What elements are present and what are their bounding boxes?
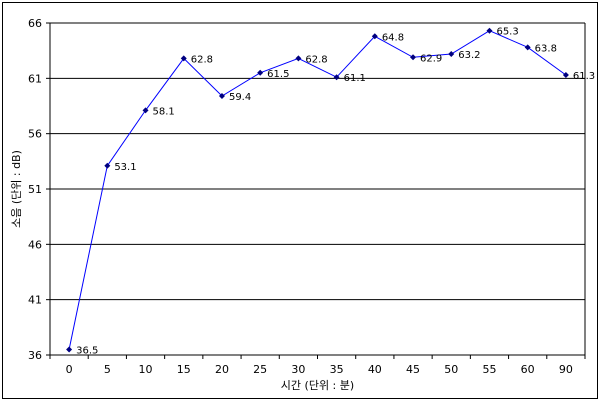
data-point: [66, 346, 73, 353]
data-label: 59.4: [229, 92, 251, 103]
data-point: [410, 54, 417, 61]
data-label: 64.8: [382, 32, 404, 43]
y-tick-label: 51: [28, 183, 42, 196]
y-tick-label: 46: [28, 238, 42, 251]
x-tick-label: 5: [104, 363, 111, 376]
data-point: [295, 55, 302, 62]
data-point: [257, 69, 264, 76]
y-tick-label: 66: [28, 17, 42, 30]
data-point: [333, 74, 340, 81]
data-point: [371, 33, 378, 40]
data-label: 61.3: [573, 71, 595, 82]
data-point: [562, 72, 569, 79]
data-labels: 36.5 53.1 58.1 62.8 59.4 61.5 62.8 61.1 64.8 62.9…: [76, 27, 595, 357]
data-label: 62.8: [305, 54, 327, 65]
data-label: 63.8: [535, 43, 557, 54]
y-tick-label: 56: [28, 128, 42, 141]
x-tick-label: 55: [482, 363, 496, 376]
x-tick-label: 90: [559, 363, 573, 376]
data-label: 61.5: [267, 69, 289, 80]
data-label: 58.1: [153, 106, 175, 117]
y-tick-label: 41: [28, 294, 42, 307]
data-point: [524, 44, 531, 51]
x-tick-label: 35: [330, 363, 344, 376]
x-tick-label: 50: [444, 363, 458, 376]
x-tick-label: 25: [253, 363, 267, 376]
data-point: [448, 50, 455, 57]
data-label: 62.8: [191, 54, 213, 65]
y-tick-label: 61: [28, 72, 42, 85]
data-markers: [66, 27, 569, 353]
x-tick-label: 30: [291, 363, 305, 376]
data-point: [218, 93, 225, 100]
x-tick-label: 15: [177, 363, 191, 376]
data-point: [142, 107, 149, 114]
x-tick-label: 20: [215, 363, 229, 376]
data-point: [104, 162, 111, 169]
data-point: [180, 55, 187, 62]
data-label: 61.1: [344, 73, 366, 84]
data-label: 36.5: [76, 345, 98, 356]
x-tick-label: 60: [521, 363, 535, 376]
x-tick-label: 0: [66, 363, 73, 376]
series-line: [68, 30, 567, 350]
data-point: [486, 27, 493, 34]
x-axis-title: 시간 (단위 : 분): [281, 379, 354, 392]
y-axis-title: 소음 (단위 : dB): [10, 150, 23, 228]
x-tick-label: 45: [406, 363, 420, 376]
x-tick-label: 40: [368, 363, 382, 376]
data-label: 53.1: [114, 162, 136, 173]
x-tick-label: 10: [139, 363, 153, 376]
x-tick-labels: 0 5 10 15 20 25 30 35 40 45 50 55 60 90: [49, 355, 586, 376]
y-tick-label: 36: [28, 349, 42, 362]
data-label: 63.2: [458, 50, 480, 61]
y-tick-labels: 36 41 46 51 56 61 66: [28, 17, 50, 362]
data-label: 65.3: [496, 27, 518, 38]
data-label: 62.9: [420, 53, 442, 64]
